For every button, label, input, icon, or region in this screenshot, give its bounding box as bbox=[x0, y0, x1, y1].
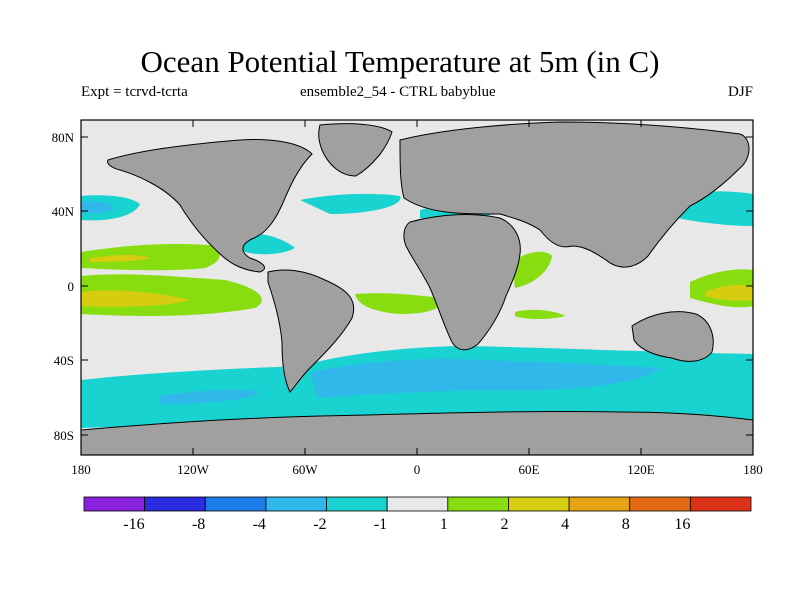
warm-core-north-pacific bbox=[90, 255, 150, 262]
colorbar-swatch bbox=[568, 496, 631, 512]
land-masses bbox=[80, 121, 754, 456]
cool-core-south-pacific bbox=[160, 389, 260, 404]
longitude-axis: 180 120W 60W 0 60E 120E 180 bbox=[71, 120, 763, 477]
colorbar-swatch bbox=[265, 496, 327, 512]
colorbar-label: -4 bbox=[253, 516, 266, 533]
colorbar-label: 16 bbox=[674, 516, 690, 533]
colorbar-swatch bbox=[83, 496, 146, 512]
colorbar-label: -16 bbox=[123, 516, 144, 533]
lon-tick-label: 180 bbox=[71, 462, 91, 477]
warm-patch-west-africa bbox=[512, 251, 552, 288]
experiment-label: Expt = tcrvd-tcrta bbox=[81, 84, 188, 100]
warm-patch-indian-ocean bbox=[515, 309, 565, 319]
colorbar-label: 8 bbox=[622, 516, 630, 533]
map-area bbox=[80, 119, 754, 456]
warm-core-west-pacific bbox=[705, 284, 753, 301]
warm-patch-north-pacific bbox=[81, 243, 220, 271]
lon-tick-label: 60W bbox=[292, 462, 318, 477]
land-north-america bbox=[107, 139, 313, 273]
colorbar-label: 1 bbox=[440, 516, 448, 533]
lon-tick-label: 0 bbox=[414, 462, 421, 477]
lat-tick-label: 80S bbox=[54, 428, 74, 443]
colorbar-swatch bbox=[629, 496, 691, 512]
colorbar-swatch bbox=[508, 496, 570, 512]
colorbar-swatch bbox=[326, 496, 388, 512]
land-south-america bbox=[267, 269, 355, 393]
colorbar-swatch bbox=[144, 496, 206, 512]
lon-tick-label: 180 bbox=[743, 462, 763, 477]
map-title: Ocean Potential Temperature at 5m (in C) bbox=[140, 44, 660, 79]
colorbar-label: 4 bbox=[561, 516, 569, 533]
lon-tick-label: 120E bbox=[627, 462, 655, 477]
land-australia bbox=[631, 311, 714, 362]
ensemble-label: ensemble2_54 - CTRL babyblue bbox=[300, 84, 496, 100]
lat-tick-label: 80N bbox=[52, 130, 75, 145]
lat-tick-label: 40S bbox=[54, 353, 74, 368]
colorbar-label: -1 bbox=[374, 516, 387, 533]
colorbar-swatch bbox=[386, 496, 449, 512]
lat-tick-label: 0 bbox=[68, 279, 75, 294]
colorbar-label: -2 bbox=[313, 516, 326, 533]
lon-tick-label: 60E bbox=[519, 462, 540, 477]
land-antarctica bbox=[80, 410, 754, 456]
colorbar-swatch bbox=[689, 496, 752, 512]
latitude-axis: 80N 40N 0 40S 80S bbox=[52, 130, 753, 443]
cool-core-north-pacific bbox=[81, 201, 115, 214]
season-label: DJF bbox=[727, 84, 753, 100]
warm-core-equatorial-pacific bbox=[81, 290, 190, 307]
land-eurasia bbox=[399, 121, 750, 268]
lat-tick-label: 40N bbox=[52, 204, 75, 219]
warm-anomaly-regions bbox=[81, 133, 753, 319]
land-greenland bbox=[318, 123, 393, 177]
colorbar-label: 2 bbox=[500, 516, 508, 533]
cool-core-southern-ocean bbox=[310, 358, 660, 398]
land-africa bbox=[403, 214, 521, 351]
cool-anomaly-regions bbox=[81, 168, 753, 428]
cool-patch-north-atlantic bbox=[300, 193, 401, 214]
warm-patch-tropical-atlantic bbox=[355, 293, 441, 314]
lon-tick-label: 120W bbox=[177, 462, 210, 477]
colorbar-swatch bbox=[204, 496, 267, 512]
colorbar: -16 -8 -4 -2 -1 1 2 4 8 16 bbox=[83, 496, 752, 533]
colorbar-swatch bbox=[447, 496, 509, 512]
colorbar-label: -8 bbox=[192, 516, 205, 533]
